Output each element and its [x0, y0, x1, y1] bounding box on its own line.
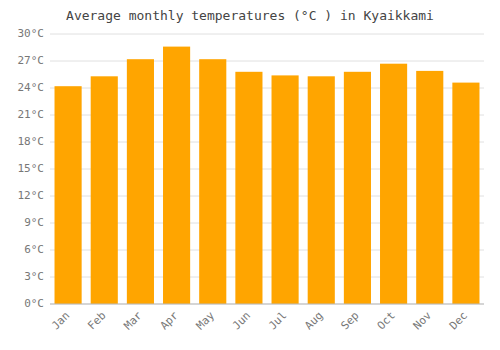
- bar: [452, 83, 479, 304]
- x-tick-label: Aug: [302, 309, 325, 332]
- x-tick-label: Mar: [121, 309, 145, 333]
- y-tick-label: 15°C: [18, 162, 45, 175]
- bar: [55, 86, 82, 304]
- y-tick-label: 0°C: [24, 297, 44, 310]
- bar: [272, 75, 299, 304]
- grid-line: [50, 34, 484, 35]
- x-tick-label: Dec: [447, 309, 470, 332]
- x-axis-line: [50, 304, 484, 305]
- x-tick-label: May: [194, 309, 218, 333]
- bar: [416, 71, 443, 304]
- y-tick-label: 18°C: [18, 135, 45, 148]
- y-tick-label: 6°C: [24, 243, 44, 256]
- y-tick-label: 21°C: [18, 108, 45, 121]
- title: Average monthly temperatures (°C ) in Ky…: [66, 8, 434, 23]
- grid-line: [50, 304, 484, 305]
- bar: [308, 76, 335, 304]
- chart: 0°C 3°C 6°C 9°C 12°C 15°C 18°C 21°C 24°C 27°C 30°C…: [0, 0, 500, 350]
- y-grid: [50, 34, 484, 304]
- bar: [199, 59, 226, 304]
- bar: [380, 64, 407, 304]
- bars: [55, 47, 480, 304]
- bar: [91, 76, 118, 304]
- y-tick-label: 24°C: [18, 81, 45, 94]
- x-tick-label: Jan: [49, 309, 72, 332]
- bar: [235, 72, 262, 304]
- x-axis: Jan Feb Mar Apr May Jun Jul Aug Sep Oct Nov Dec: [49, 309, 470, 333]
- x-tick-label: Feb: [85, 309, 108, 332]
- y-tick-label: 9°C: [24, 216, 44, 229]
- x-tick-label: Oct: [375, 309, 398, 332]
- y-tick-label: 3°C: [24, 270, 44, 283]
- grid-line: [50, 61, 484, 62]
- bar: [163, 47, 190, 304]
- y-axis: 0°C 3°C 6°C 9°C 12°C 15°C 18°C 21°C 24°C 27°C 30°C: [18, 27, 45, 310]
- x-tick-label: Jul: [266, 309, 289, 332]
- x-tick-label: Nov: [411, 309, 435, 333]
- x-tick-label: Sep: [338, 309, 361, 332]
- y-tick-label: 12°C: [18, 189, 45, 202]
- y-tick-label: 30°C: [18, 27, 45, 40]
- x-tick-label: Jun: [230, 309, 253, 332]
- bar: [344, 72, 371, 304]
- x-tick-label: Apr: [158, 309, 182, 333]
- bar: [127, 59, 154, 304]
- y-tick-label: 27°C: [18, 54, 45, 67]
